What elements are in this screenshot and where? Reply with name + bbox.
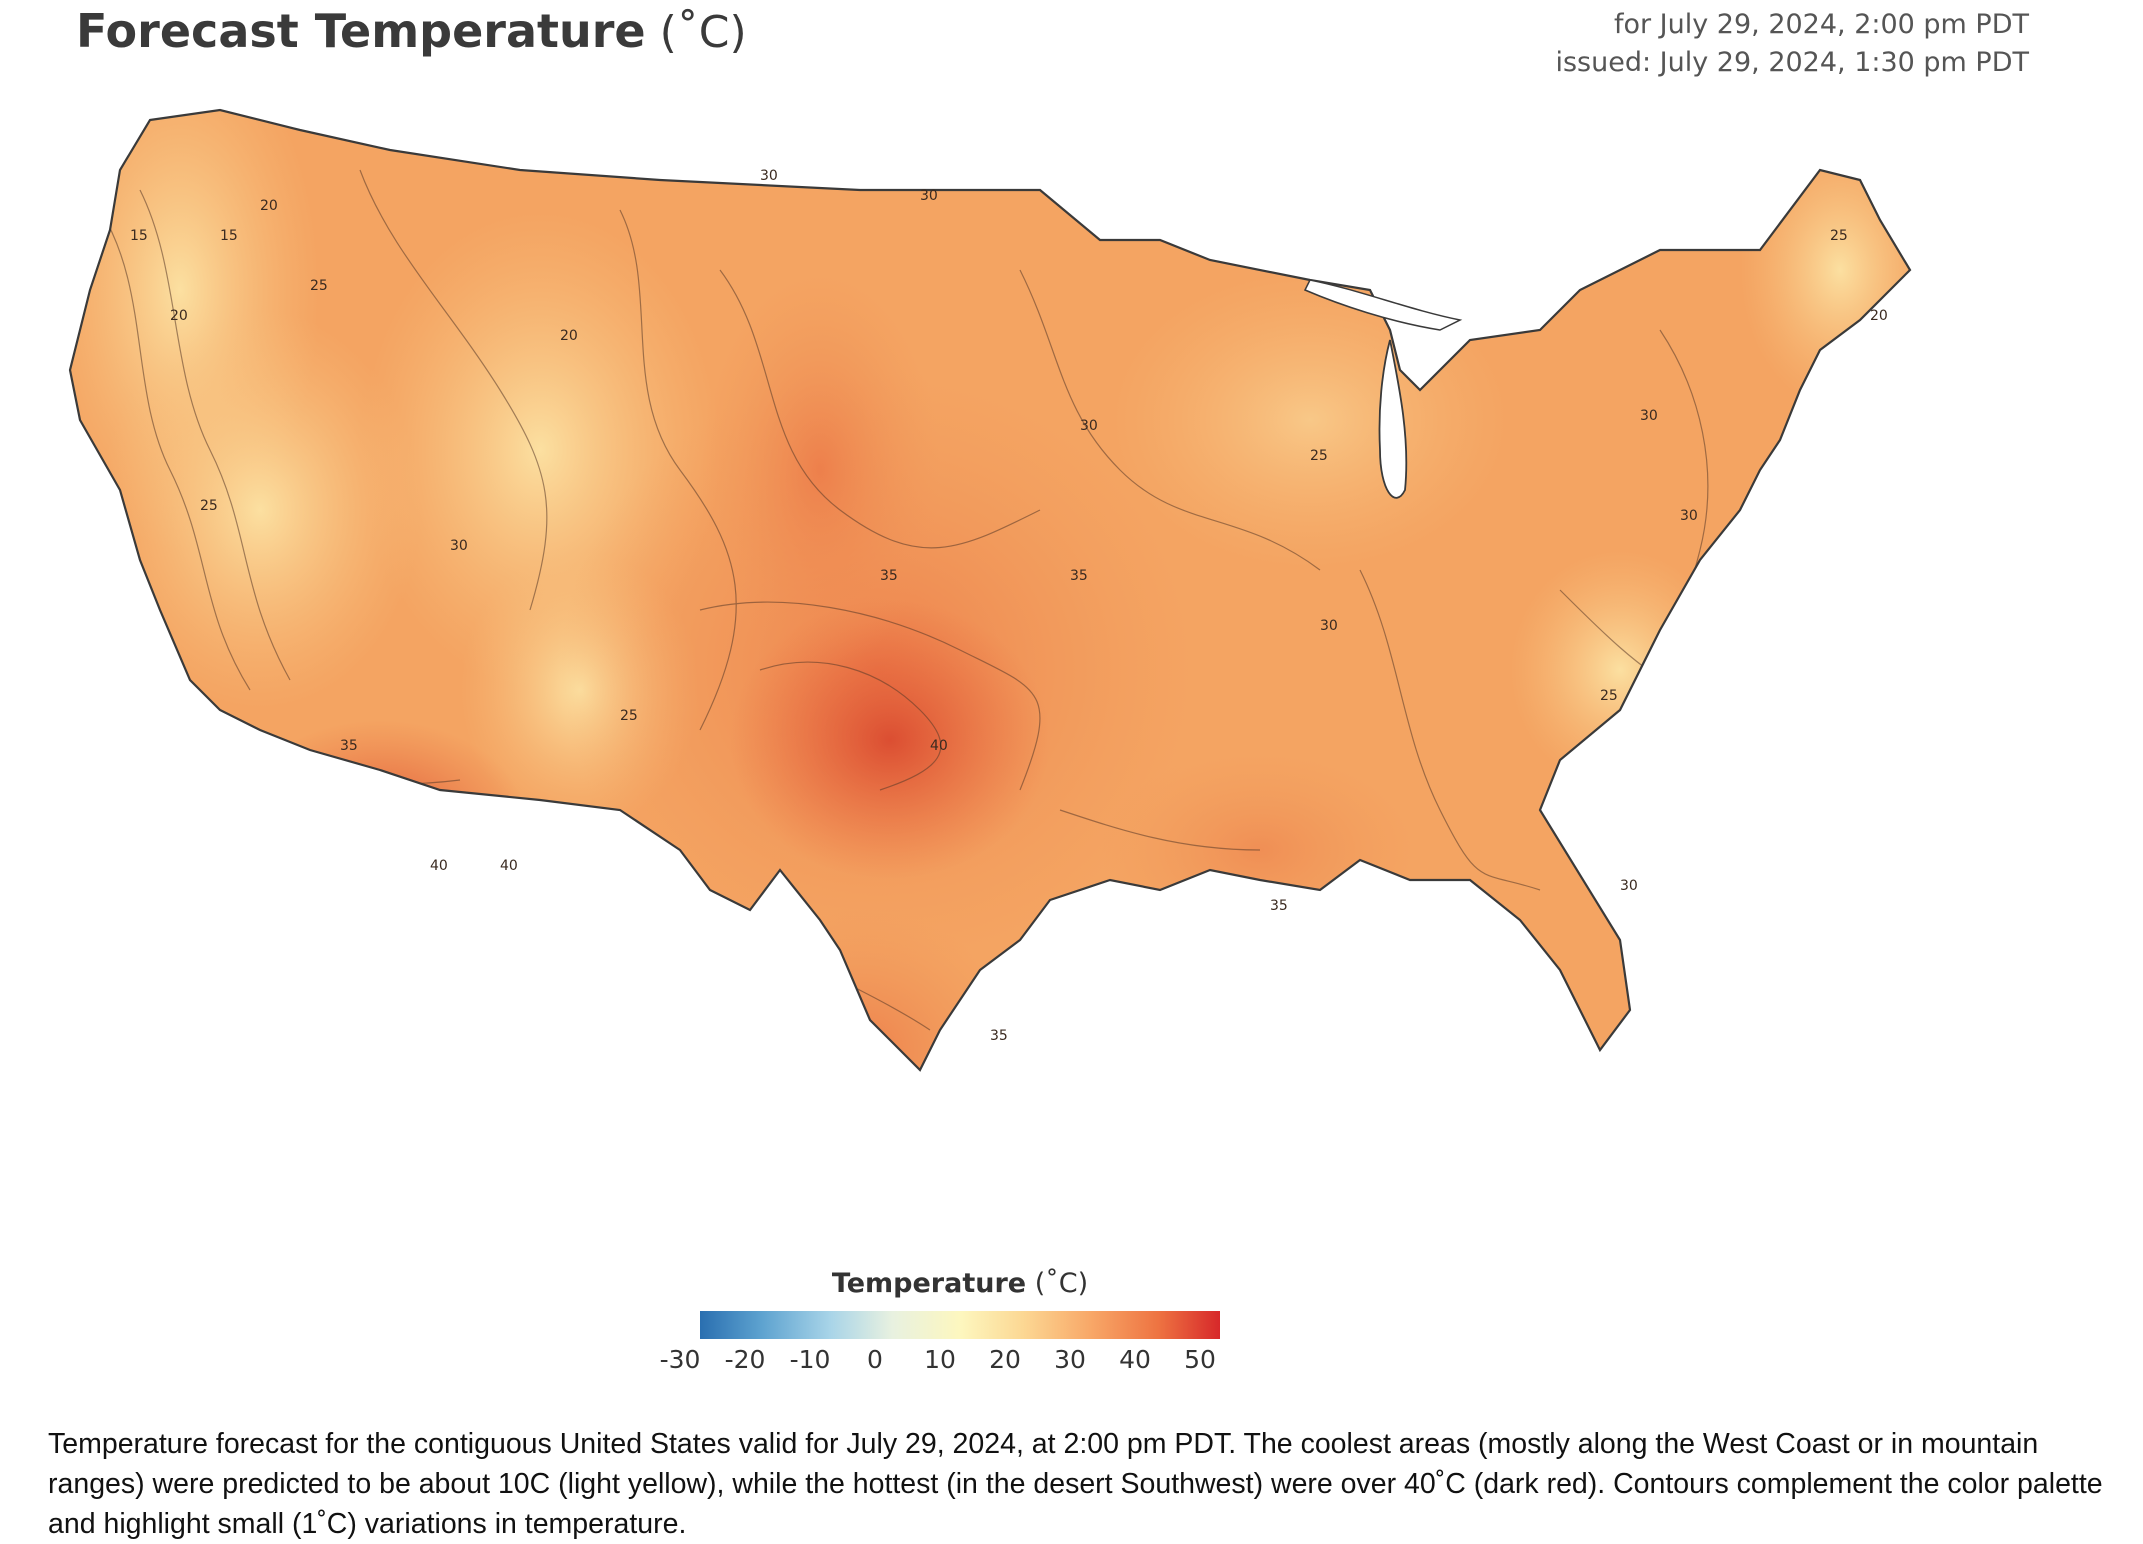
legend-unit: (˚C)	[1034, 1268, 1089, 1299]
contour-label: 40	[930, 738, 948, 754]
contour-label: 25	[1830, 228, 1848, 244]
contour-line	[719, 269, 1041, 549]
contour-label: 30	[1680, 508, 1698, 524]
legend-tick: -10	[789, 1345, 831, 1374]
legend-tick: 20	[989, 1345, 1021, 1374]
contour-label: 20	[560, 328, 578, 344]
legend-tick: 10	[924, 1345, 956, 1374]
color-legend: Temperature (˚C) -30 -20 -10 0 10 20 30 …	[660, 1268, 1260, 1379]
contour-label: 35	[990, 1028, 1008, 1044]
contour-line	[1059, 809, 1261, 851]
contour-label: 20	[260, 198, 278, 214]
contour-label: 35	[340, 738, 358, 754]
contour-label: 25	[620, 708, 638, 724]
hot-region-oklahoma-texas	[730, 600, 1050, 880]
contour-label: 25	[1600, 688, 1618, 704]
contour-label: 25	[1310, 448, 1328, 464]
legend-title-text: Temperature	[831, 1268, 1027, 1299]
page-title: Forecast Temperature	[76, 4, 646, 58]
contour-line	[699, 601, 1041, 791]
contour-label: 15	[220, 228, 238, 244]
lake-michigan	[1378, 339, 1408, 499]
issued-time: issued: July 29, 2024, 1:30 pm PDT	[1555, 47, 2029, 78]
contour-line	[1019, 269, 1321, 571]
hot-region-dakotas	[700, 270, 940, 670]
contour-label: 30	[760, 168, 778, 184]
legend-tick: 30	[1054, 1345, 1086, 1374]
title-block: Forecast Temperature (˚C)	[76, 4, 747, 58]
contour-line	[1359, 569, 1541, 891]
hot-region-desert-southwest	[230, 720, 530, 940]
contour-line	[759, 661, 942, 791]
contour-label: 30	[450, 538, 468, 554]
legend-title: Temperature (˚C)	[660, 1268, 1260, 1299]
lake-superior	[1303, 279, 1463, 331]
legend-tick: -30	[659, 1345, 701, 1374]
legend-ticks: -30 -20 -10 0 10 20 30 40 50	[660, 1345, 1250, 1379]
contour-label: 20	[1870, 308, 1888, 324]
contour-label: 20	[170, 308, 188, 324]
contour-label: 35	[1270, 898, 1288, 914]
temperature-field	[70, 110, 1910, 1070]
legend-tick: 0	[867, 1345, 883, 1374]
contour-label: 30	[1620, 878, 1638, 894]
contour-line	[99, 209, 251, 691]
forecast-meta: for July 29, 2024, 2:00 pm PDT issued: J…	[1555, 6, 2029, 82]
contour-line	[139, 189, 291, 681]
contour-label: 35	[1070, 568, 1088, 584]
contour-label: 25	[200, 498, 218, 514]
contour-label: 40	[500, 858, 518, 874]
contour-line	[619, 209, 737, 731]
contour-label: 30	[1640, 408, 1658, 424]
legend-tick: 50	[1184, 1345, 1216, 1374]
valid-time: for July 29, 2024, 2:00 pm PDT	[1613, 9, 2029, 40]
contour-label: 30	[1320, 618, 1338, 634]
contour-label-group: 15 15 20 20 20 20 25 25 25 25 25 25 30 3…	[130, 168, 1888, 1044]
contour-line	[359, 169, 548, 611]
contour-label: 15	[130, 228, 148, 244]
contour-label: 25	[310, 278, 328, 294]
temperature-map: 15 15 20 20 20 20 25 25 25 25 25 25 30 3…	[60, 90, 2060, 1290]
contour-label: 30	[920, 188, 938, 204]
contour-label: 30	[1080, 418, 1098, 434]
cool-region-great-basin	[100, 310, 420, 710]
legend-colorbar	[700, 1311, 1220, 1339]
legend-tick: -20	[724, 1345, 766, 1374]
contour-label: 35	[880, 568, 898, 584]
hot-region-south-texas	[700, 910, 1020, 1070]
cool-region-upper-midwest	[1110, 270, 1510, 570]
legend-tick: 40	[1119, 1345, 1151, 1374]
figure-caption: Temperature forecast for the contiguous …	[48, 1428, 2103, 1540]
title-unit: (˚C)	[659, 7, 747, 58]
cool-region-appalachians	[1510, 550, 1730, 790]
contour-label: 40	[430, 858, 448, 874]
